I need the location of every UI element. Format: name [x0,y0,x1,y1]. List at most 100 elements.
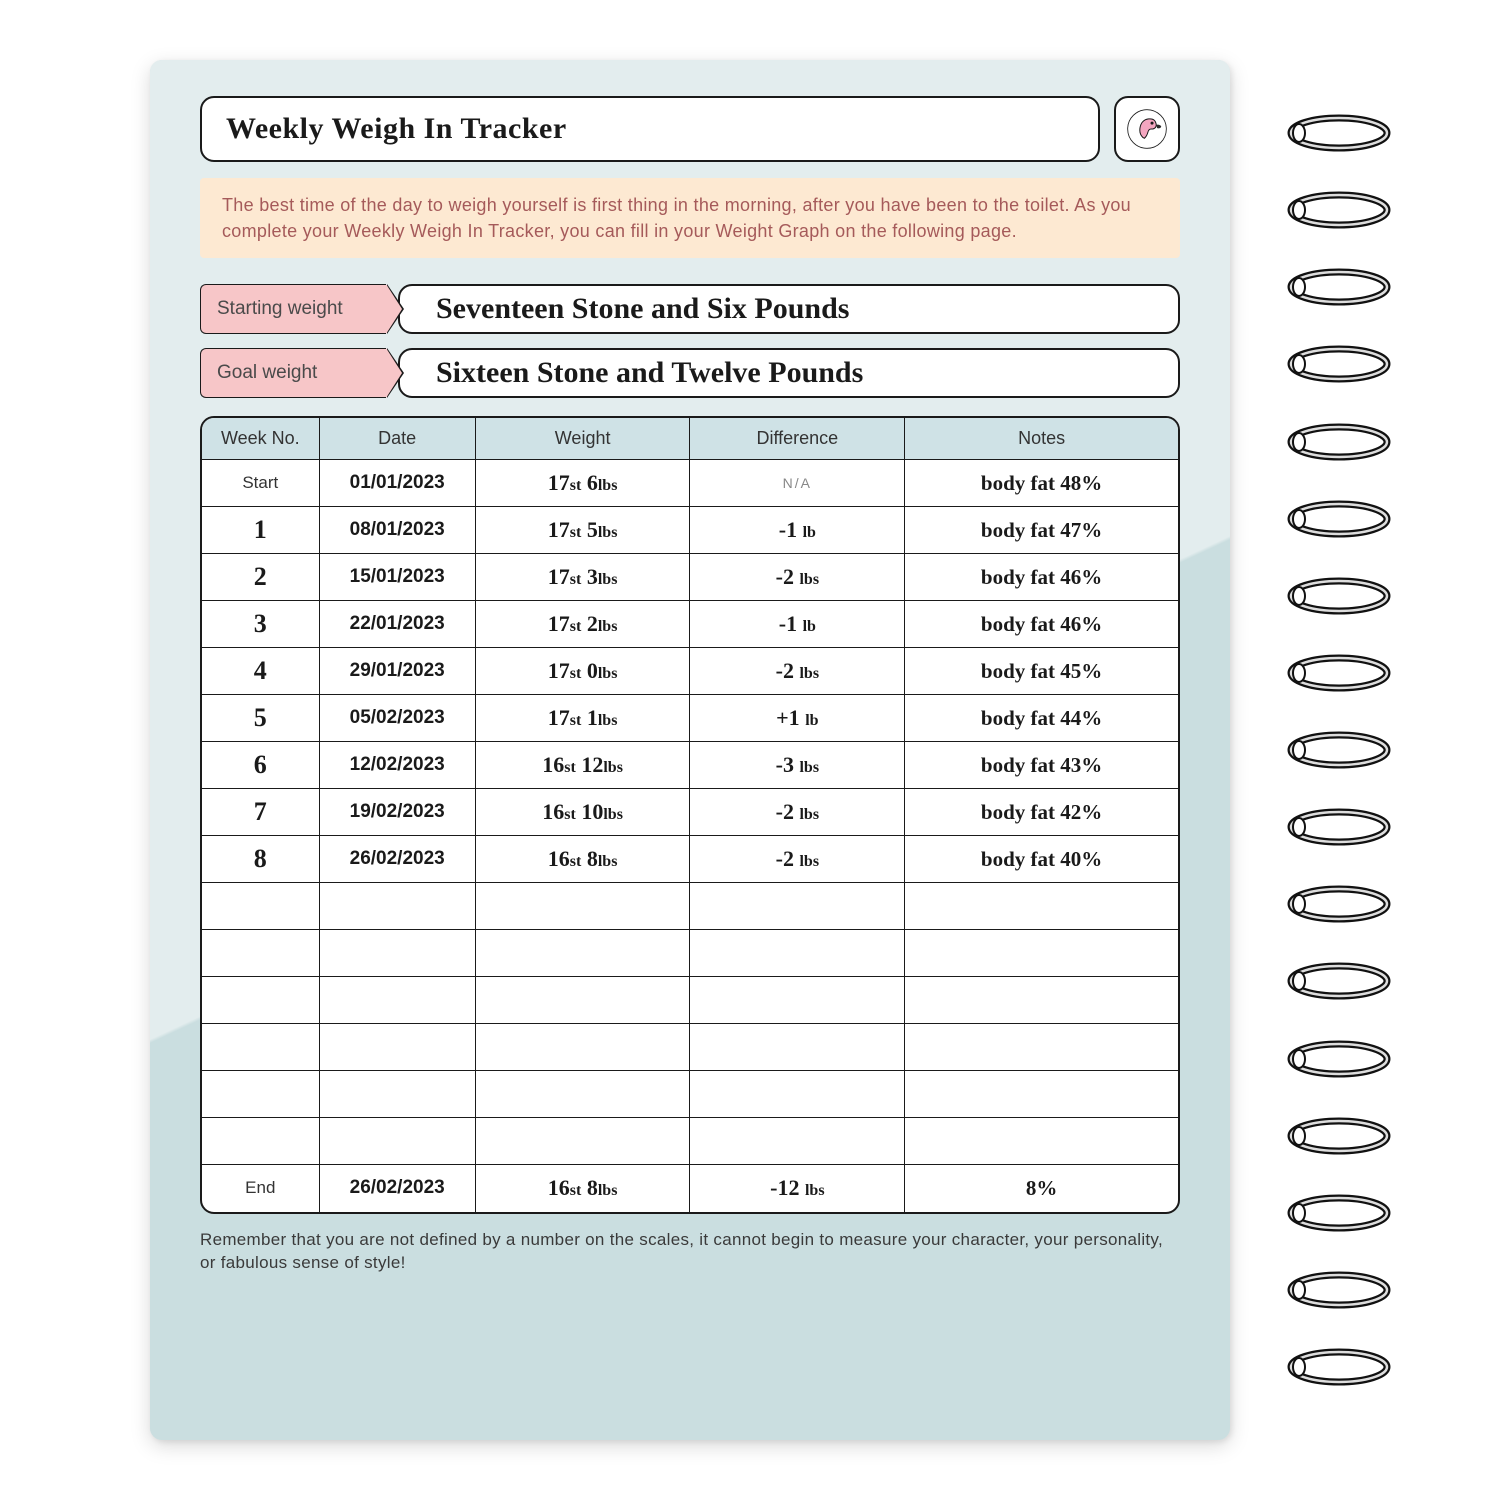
spiral-ring [1284,1190,1394,1236]
week-cell: 7 [202,789,319,836]
table-row: 108/01/202317st 5lbs-1 lbbody fat 47% [202,507,1178,554]
empty-cell [690,1118,905,1165]
col-notes: Notes [905,418,1178,460]
week-cell: 5 [202,695,319,742]
date-cell: 08/01/2023 [319,507,475,554]
empty-cell [475,930,690,977]
spiral-ring [1284,573,1394,619]
goal-weight-label: Goal weight [200,348,386,398]
table-row [202,883,1178,930]
empty-cell [319,977,475,1024]
difference-cell: -3 lbs [690,742,905,789]
week-cell: 2 [202,554,319,601]
spiral-ring [1284,110,1394,156]
empty-cell [202,1071,319,1118]
date-cell: 29/01/2023 [319,648,475,695]
difference-cell: -12 lbs [690,1165,905,1212]
week-cell: 3 [202,601,319,648]
weight-cell: 16st 12lbs [475,742,690,789]
notes-cell: body fat 48% [905,460,1178,507]
col-weight: Weight [475,418,690,460]
tracker-table: Week No. Date Weight Difference Notes St… [200,416,1180,1214]
date-cell: 19/02/2023 [319,789,475,836]
footer-note: Remember that you are not defined by a n… [200,1228,1180,1276]
empty-cell [690,883,905,930]
weight-cell: 17st 1lbs [475,695,690,742]
date-cell: 01/01/2023 [319,460,475,507]
notes-cell: body fat 43% [905,742,1178,789]
flamingo-icon [1114,96,1180,162]
week-cell: End [202,1165,319,1212]
empty-cell [319,930,475,977]
week-cell: 4 [202,648,319,695]
info-banner: The best time of the day to weigh yourse… [200,178,1180,258]
empty-cell [202,977,319,1024]
empty-cell [905,883,1178,930]
spiral-ring [1284,650,1394,696]
table-row: 719/02/202316st 10lbs-2 lbsbody fat 42% [202,789,1178,836]
date-cell: 26/02/2023 [319,836,475,883]
table-row [202,930,1178,977]
weight-cell: 17st 5lbs [475,507,690,554]
notes-cell: body fat 40% [905,836,1178,883]
date-cell: 22/01/2023 [319,601,475,648]
empty-cell [319,1071,475,1118]
starting-weight-label: Starting weight [200,284,386,334]
spiral-ring [1284,264,1394,310]
empty-cell [475,1071,690,1118]
weight-cell: 17st 3lbs [475,554,690,601]
week-cell: Start [202,460,319,507]
spiral-ring [1284,727,1394,773]
date-cell: 05/02/2023 [319,695,475,742]
table-row: 429/01/202317st 0lbs-2 lbsbody fat 45% [202,648,1178,695]
table-row [202,977,1178,1024]
empty-cell [319,883,475,930]
page: Weekly Weigh In Tracker The best time of… [150,60,1230,1440]
empty-cell [319,1118,475,1165]
spiral-ring [1284,187,1394,233]
spiral-ring [1284,496,1394,542]
weight-cell: 17st 0lbs [475,648,690,695]
notes-cell: body fat 46% [905,554,1178,601]
goal-weight-value: Sixteen Stone and Twelve Pounds [398,348,1180,398]
difference-cell: -2 lbs [690,554,905,601]
notes-cell: body fat 46% [905,601,1178,648]
page-title: Weekly Weigh In Tracker [200,96,1100,162]
spiral-ring [1284,1036,1394,1082]
table-row [202,1024,1178,1071]
empty-cell [319,1024,475,1071]
difference-cell: -2 lbs [690,648,905,695]
starting-weight-row: Starting weight Seventeen Stone and Six … [200,284,1180,334]
empty-cell [475,1024,690,1071]
col-week: Week No. [202,418,319,460]
empty-cell [202,930,319,977]
empty-cell [905,1118,1178,1165]
notes-cell: body fat 45% [905,648,1178,695]
table-row: 215/01/202317st 3lbs-2 lbsbody fat 46% [202,554,1178,601]
weight-cell: 16st 8lbs [475,836,690,883]
empty-cell [202,1118,319,1165]
weight-targets: Starting weight Seventeen Stone and Six … [200,284,1180,398]
empty-cell [690,930,905,977]
table-row: Start01/01/202317st 6lbsN/Abody fat 48% [202,460,1178,507]
table-row [202,1071,1178,1118]
empty-cell [475,883,690,930]
table-row: End26/02/202316st 8lbs-12 lbs8% [202,1165,1178,1212]
empty-cell [690,1024,905,1071]
empty-cell [475,1118,690,1165]
difference-cell: -2 lbs [690,836,905,883]
weight-cell: 16st 10lbs [475,789,690,836]
col-date: Date [319,418,475,460]
table-row [202,1118,1178,1165]
table-row: 505/02/202317st 1lbs+1 lbbody fat 44% [202,695,1178,742]
notebook: Weekly Weigh In Tracker The best time of… [150,60,1350,1440]
table-row: 322/01/202317st 2lbs-1 lbbody fat 46% [202,601,1178,648]
spiral-ring [1284,1267,1394,1313]
empty-cell [202,1024,319,1071]
spiral-ring [1284,958,1394,1004]
title-row: Weekly Weigh In Tracker [200,96,1180,162]
empty-cell [202,883,319,930]
date-cell: 26/02/2023 [319,1165,475,1212]
weight-cell: 17st 6lbs [475,460,690,507]
weight-cell: 17st 2lbs [475,601,690,648]
